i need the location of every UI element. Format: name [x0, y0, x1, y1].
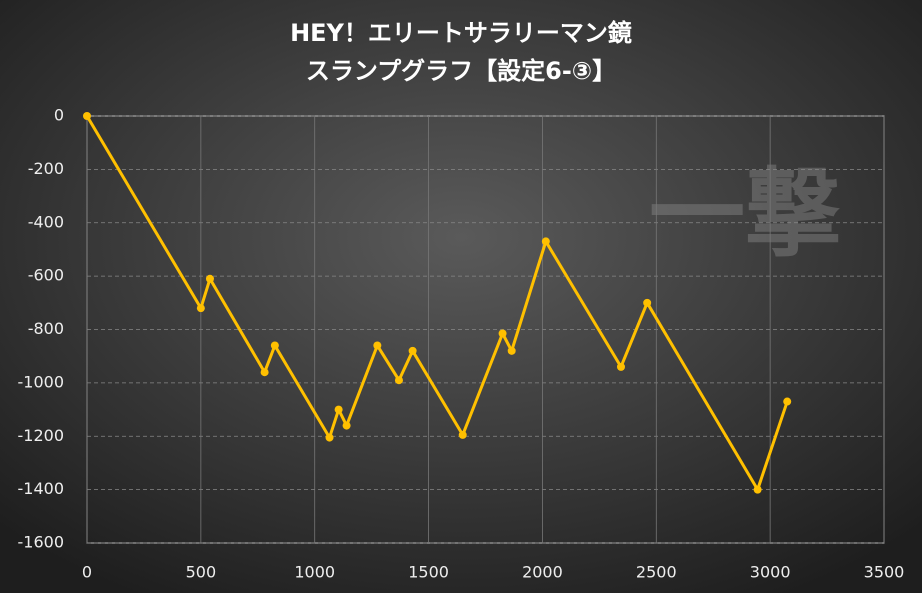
- x-tick-label: 500: [186, 563, 217, 582]
- chart-title: HEY！エリートサラリーマン鏡: [290, 19, 632, 47]
- y-tick-label: -1200: [18, 426, 65, 445]
- point: [643, 298, 652, 307]
- x-tick-label: 0: [82, 563, 92, 582]
- x-tick-label: 3000: [750, 563, 791, 582]
- chart-title: スランプグラフ【設定6-③】: [306, 57, 616, 85]
- point: [394, 376, 403, 385]
- point: [458, 430, 467, 439]
- point: [205, 274, 214, 283]
- point: [507, 346, 516, 355]
- point: [325, 433, 334, 442]
- point: [616, 362, 625, 371]
- x-tick-label: 1500: [408, 563, 449, 582]
- point: [373, 341, 382, 350]
- y-tick-label: -1000: [18, 372, 65, 391]
- y-tick-label: -1400: [18, 479, 65, 498]
- y-tick-label: -800: [28, 319, 64, 338]
- point: [260, 368, 269, 377]
- point: [498, 329, 507, 338]
- x-tick-label: 3500: [864, 563, 905, 582]
- point: [196, 304, 205, 313]
- x-tick-label: 1000: [294, 563, 335, 582]
- point: [342, 421, 351, 430]
- x-tick-label: 2500: [636, 563, 677, 582]
- point: [783, 397, 792, 406]
- watermark: 一撃: [649, 157, 841, 270]
- point: [83, 112, 91, 120]
- point: [408, 346, 417, 355]
- y-tick-label: -600: [28, 266, 64, 285]
- y-tick-label: -1600: [18, 533, 65, 552]
- point: [541, 237, 550, 246]
- point: [270, 341, 279, 350]
- point: [753, 485, 762, 494]
- y-tick-label: 0: [54, 106, 64, 125]
- y-tick-label: -200: [28, 159, 64, 178]
- point: [334, 405, 343, 414]
- y-tick-label: -400: [28, 212, 64, 231]
- x-tick-label: 2000: [522, 563, 563, 582]
